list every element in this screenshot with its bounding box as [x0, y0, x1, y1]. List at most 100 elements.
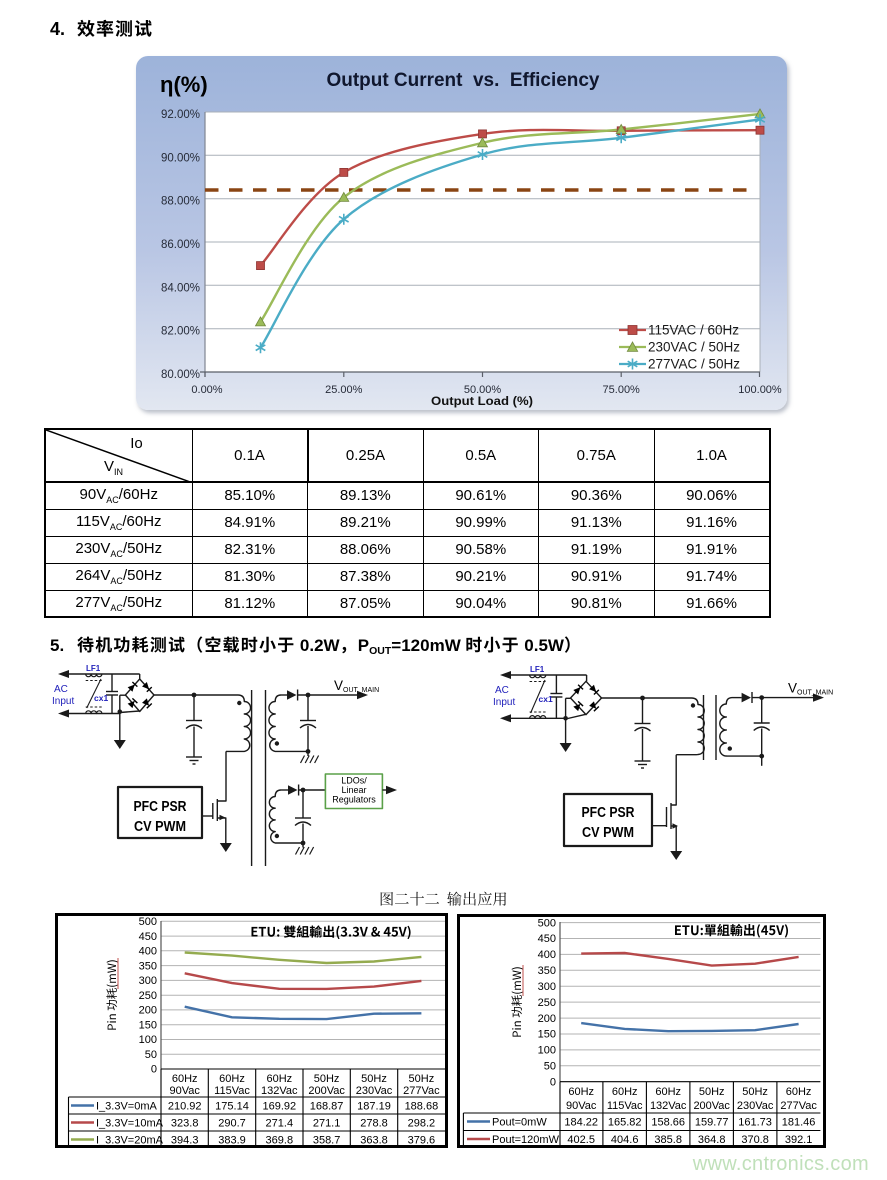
svg-text:200Vac: 200Vac: [693, 1100, 730, 1112]
svg-text:cx1: cx1: [94, 693, 108, 703]
svg-text:AC: AC: [495, 685, 509, 696]
svg-text:60Hz: 60Hz: [172, 1073, 198, 1085]
svg-text:OUT_MAIN: OUT_MAIN: [797, 690, 833, 697]
svg-text:I_3.3V=10mA: I_3.3V=10mA: [96, 1118, 164, 1130]
svg-text:169.92: 169.92: [262, 1101, 296, 1113]
svg-text:60Hz: 60Hz: [266, 1073, 292, 1085]
svg-text:Regulators: Regulators: [332, 795, 376, 805]
svg-text:115Vac: 115Vac: [214, 1085, 250, 1097]
svg-text:OUT_MAIN: OUT_MAIN: [343, 687, 379, 694]
svg-text:50Hz: 50Hz: [409, 1073, 435, 1085]
svg-text:0.2W: 0.2W: [300, 636, 341, 655]
svg-text:0: 0: [550, 1076, 556, 1088]
svg-text:90Vac: 90Vac: [170, 1085, 201, 1097]
svg-text:184.22: 184.22: [564, 1117, 598, 1129]
svg-text:88.00%: 88.00%: [161, 196, 200, 208]
svg-text:358.7: 358.7: [313, 1135, 341, 1147]
svg-text:370.8: 370.8: [741, 1134, 769, 1146]
svg-text:250: 250: [538, 997, 556, 1009]
svg-text:90Vac: 90Vac: [566, 1100, 597, 1112]
svg-text:278.8: 278.8: [360, 1118, 388, 1130]
svg-text:165.82: 165.82: [608, 1117, 642, 1129]
svg-text:50Hz: 50Hz: [699, 1086, 725, 1098]
svg-text:230Vac: 230Vac: [356, 1085, 393, 1097]
svg-text:385.8: 385.8: [654, 1134, 682, 1146]
svg-text:cx1: cx1: [539, 694, 553, 704]
svg-text:60Hz: 60Hz: [655, 1086, 681, 1098]
svg-text:132Vac: 132Vac: [650, 1100, 687, 1112]
svg-text:Input: Input: [493, 697, 515, 708]
svg-text:175.14: 175.14: [215, 1101, 249, 1113]
svg-text:100: 100: [538, 1045, 556, 1057]
svg-text:0.00%: 0.00%: [191, 384, 222, 396]
svg-text:=120mW: =120mW: [391, 636, 461, 655]
svg-text:300: 300: [538, 981, 556, 993]
svg-text:Input: Input: [52, 696, 74, 707]
svg-text:159.77: 159.77: [695, 1117, 729, 1129]
svg-text:290.7: 290.7: [218, 1118, 246, 1130]
svg-text:84.00%: 84.00%: [161, 282, 200, 294]
svg-text:400: 400: [139, 946, 157, 958]
svg-text:404.6: 404.6: [611, 1134, 639, 1146]
svg-text:Pout=0mW: Pout=0mW: [492, 1117, 547, 1129]
svg-text:200Vac: 200Vac: [308, 1085, 345, 1097]
svg-text:80.00%: 80.00%: [161, 369, 200, 381]
svg-text:V: V: [788, 681, 797, 696]
svg-text:230VAC / 50Hz: 230VAC / 50Hz: [648, 340, 740, 355]
svg-text:394.3: 394.3: [171, 1135, 199, 1147]
svg-text:Pout=120mW: Pout=120mW: [492, 1134, 560, 1146]
svg-text:60Hz: 60Hz: [786, 1086, 812, 1098]
svg-text:75.00%: 75.00%: [603, 384, 641, 396]
svg-text:187.19: 187.19: [357, 1101, 391, 1113]
svg-text:392.1: 392.1: [785, 1134, 813, 1146]
svg-text:450: 450: [139, 931, 157, 943]
svg-text:PFC PSR: PFC PSR: [582, 805, 635, 821]
svg-text:Output Current vs. Efficienc: Output Current vs. Efficiency: [327, 69, 600, 91]
svg-text:50: 50: [145, 1049, 157, 1061]
svg-text:250: 250: [139, 990, 157, 1002]
svg-text:150: 150: [139, 1019, 157, 1031]
svg-text:60Hz: 60Hz: [568, 1086, 594, 1098]
svg-text:150: 150: [538, 1029, 556, 1041]
svg-text:161.73: 161.73: [738, 1117, 772, 1129]
svg-text:277Vac: 277Vac: [780, 1100, 817, 1112]
svg-text:OUT: OUT: [369, 645, 392, 657]
svg-text:P: P: [358, 636, 369, 655]
svg-text:200: 200: [538, 1013, 556, 1025]
svg-text:402.5: 402.5: [567, 1134, 595, 1146]
svg-text:CV PWM: CV PWM: [134, 819, 186, 835]
svg-text:115Vac: 115Vac: [607, 1100, 643, 1112]
svg-text:450: 450: [538, 933, 556, 945]
svg-text:369.8: 369.8: [266, 1135, 294, 1147]
svg-text:500: 500: [139, 916, 157, 928]
svg-text:LF1: LF1: [86, 664, 101, 673]
svg-text:230Vac: 230Vac: [737, 1100, 774, 1112]
svg-text:271.1: 271.1: [313, 1118, 341, 1130]
svg-text:500: 500: [538, 917, 556, 929]
svg-text:132Vac: 132Vac: [261, 1085, 298, 1097]
svg-text:50.00%: 50.00%: [464, 384, 502, 396]
svg-text:210.92: 210.92: [168, 1101, 202, 1113]
svg-text:323.8: 323.8: [171, 1118, 199, 1130]
svg-text:0: 0: [151, 1064, 157, 1076]
svg-text:92.00%: 92.00%: [161, 109, 200, 121]
svg-text:100: 100: [139, 1034, 157, 1046]
svg-text:300: 300: [139, 975, 157, 987]
svg-text:50: 50: [544, 1061, 556, 1073]
svg-text:86.00%: 86.00%: [161, 239, 200, 251]
svg-text:277Vac: 277Vac: [403, 1085, 440, 1097]
svg-text:350: 350: [139, 960, 157, 972]
svg-text:Output Load (%): Output Load (%): [431, 394, 533, 408]
svg-text:115VAC / 60Hz: 115VAC / 60Hz: [648, 323, 739, 338]
svg-text:298.2: 298.2: [408, 1118, 436, 1130]
svg-text:0.5W: 0.5W: [524, 636, 565, 655]
svg-text:271.4: 271.4: [266, 1118, 294, 1130]
svg-text:25.00%: 25.00%: [325, 384, 363, 396]
svg-text:200: 200: [139, 1005, 157, 1017]
svg-text:η(%): η(%): [160, 72, 208, 97]
svg-text:60Hz: 60Hz: [612, 1086, 638, 1098]
svg-text:60Hz: 60Hz: [219, 1073, 245, 1085]
svg-text:I_3.3V=0mA: I_3.3V=0mA: [96, 1101, 158, 1113]
svg-text:50Hz: 50Hz: [361, 1073, 387, 1085]
svg-text:90.00%: 90.00%: [161, 152, 200, 164]
